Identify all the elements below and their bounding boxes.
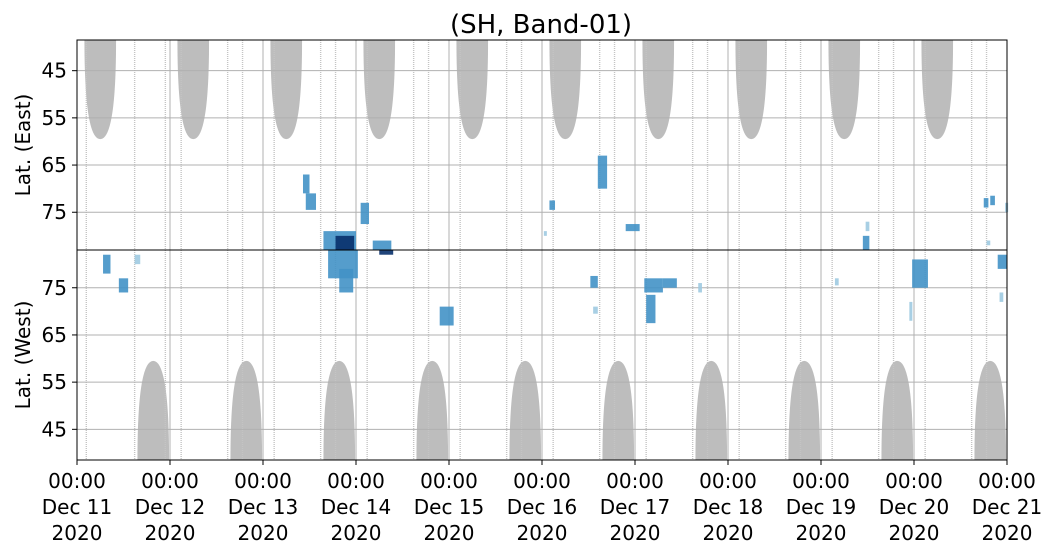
y-axis-label-east: Lat. (East) [11, 94, 35, 197]
y-tick-label-east-1: 55 [42, 106, 67, 130]
y-axis-label-west: Lat. (West) [11, 301, 35, 410]
event-cell-23 [862, 235, 870, 250]
event-cell-11 [379, 250, 394, 255]
event-cell-27 [909, 301, 913, 321]
event-cell-28 [983, 198, 989, 208]
event-cell-31 [997, 254, 1007, 269]
event-cell-18 [625, 224, 640, 232]
no-data-region-east-9 [921, 40, 954, 140]
event-cell-16 [593, 306, 598, 314]
x-tick-label-7-line-2: 2020 [703, 521, 754, 545]
no-data-region-west-4 [509, 360, 542, 460]
x-tick-label-10-line-2: 2020 [982, 521, 1033, 545]
x-tick-label-7-line-1: Dec 18 [693, 495, 764, 519]
y-tick-label-west-2: 55 [42, 370, 67, 394]
event-cell-13 [549, 200, 556, 210]
y-tick-label-west-0: 75 [42, 276, 67, 300]
event-cell-0 [103, 254, 111, 274]
event-cell-12 [439, 306, 454, 326]
event-cell-4 [305, 193, 317, 210]
no-data-region-west-6 [695, 360, 728, 460]
x-tick-label-3-line-0: 00:00 [327, 469, 385, 493]
x-tick-label-5-line-2: 2020 [517, 521, 568, 545]
no-data-region-east-5 [549, 40, 582, 140]
plot-area [76, 39, 1009, 461]
y-tick-label-east-3: 75 [42, 200, 67, 224]
x-tick-label-0-line-2: 2020 [52, 521, 103, 545]
event-cell-26 [912, 259, 928, 288]
y-tick-label-east-2: 65 [42, 153, 67, 177]
x-tick-label-6-line-0: 00:00 [606, 469, 664, 493]
x-tick-label-4-line-0: 00:00 [420, 469, 478, 493]
x-tick-label-7-line-0: 00:00 [699, 469, 757, 493]
no-data-region-west-1 [230, 360, 263, 460]
no-data-region-west-5 [602, 360, 635, 460]
x-tick-label-1-line-0: 00:00 [141, 469, 199, 493]
x-tick-label-3-line-1: Dec 14 [321, 495, 392, 519]
x-tick-label-9-line-2: 2020 [889, 521, 940, 545]
event-cell-24 [865, 221, 870, 232]
x-tick-label-10-line-0: 00:00 [978, 469, 1036, 493]
x-tick-label-4-line-2: 2020 [424, 521, 475, 545]
no-data-region-west-8 [881, 360, 914, 460]
no-data-region-east-4 [456, 40, 489, 140]
event-cell-8 [339, 268, 354, 293]
event-cell-30 [986, 240, 991, 246]
event-cell-32 [999, 292, 1004, 302]
no-data-region-west-0 [137, 360, 170, 460]
x-tick-label-3-line-2: 2020 [331, 521, 382, 545]
event-cell-15 [590, 275, 598, 288]
no-data-region-east-1 [177, 40, 210, 140]
chart-title: (SH, Band-01) [450, 10, 632, 40]
no-data-region-east-7 [735, 40, 768, 140]
x-tick-label-2-line-1: Dec 13 [228, 495, 299, 519]
x-tick-label-8-line-0: 00:00 [792, 469, 850, 493]
event-cell-19 [644, 278, 663, 293]
event-cell-22 [698, 283, 702, 293]
x-tick-label-9-line-0: 00:00 [885, 469, 943, 493]
event-cell-20 [646, 294, 656, 324]
x-tick-label-4-line-1: Dec 15 [414, 495, 485, 519]
y-tick-label-east-0: 45 [42, 59, 67, 83]
x-tick-label-8-line-1: Dec 19 [786, 495, 857, 519]
event-cell-14 [543, 231, 547, 236]
x-tick-label-2-line-2: 2020 [238, 521, 289, 545]
x-tick-label-9-line-1: Dec 20 [879, 495, 950, 519]
no-data-region-west-2 [323, 360, 356, 460]
x-tick-label-0-line-1: Dec 11 [42, 495, 113, 519]
event-cell-2 [134, 254, 141, 265]
event-cell-21 [662, 278, 677, 288]
event-cell-1 [118, 278, 129, 293]
x-tick-label-6-line-2: 2020 [610, 521, 661, 545]
x-tick-label-1-line-2: 2020 [145, 521, 196, 545]
x-tick-label-0-line-0: 00:00 [48, 469, 106, 493]
x-tick-label-6-line-1: Dec 17 [600, 495, 671, 519]
x-tick-label-1-line-1: Dec 12 [135, 495, 206, 519]
x-tick-label-2-line-0: 00:00 [234, 469, 292, 493]
event-cell-9 [360, 202, 370, 225]
no-data-region-east-3 [363, 40, 396, 140]
no-data-region-west-9 [974, 360, 1007, 460]
x-tick-label-5-line-1: Dec 16 [507, 495, 578, 519]
event-cell-29 [990, 195, 995, 206]
x-tick-label-8-line-2: 2020 [796, 521, 847, 545]
no-data-region-east-2 [270, 40, 303, 140]
x-tick-label-5-line-0: 00:00 [513, 469, 571, 493]
event-cell-6 [335, 235, 355, 250]
y-tick-label-west-3: 45 [42, 417, 67, 441]
no-data-region-east-6 [642, 40, 675, 140]
x-tick-label-10-line-1: Dec 21 [972, 495, 1043, 519]
no-data-region-west-7 [788, 360, 821, 460]
event-cell-10 [372, 240, 392, 250]
no-data-region-west-3 [416, 360, 449, 460]
event-cell-25 [834, 278, 839, 286]
event-cell-3 [302, 174, 310, 194]
event-cell-17 [597, 155, 608, 189]
no-data-region-east-8 [828, 40, 861, 140]
y-tick-label-west-1: 65 [42, 323, 67, 347]
no-data-region-east-0 [84, 40, 117, 140]
